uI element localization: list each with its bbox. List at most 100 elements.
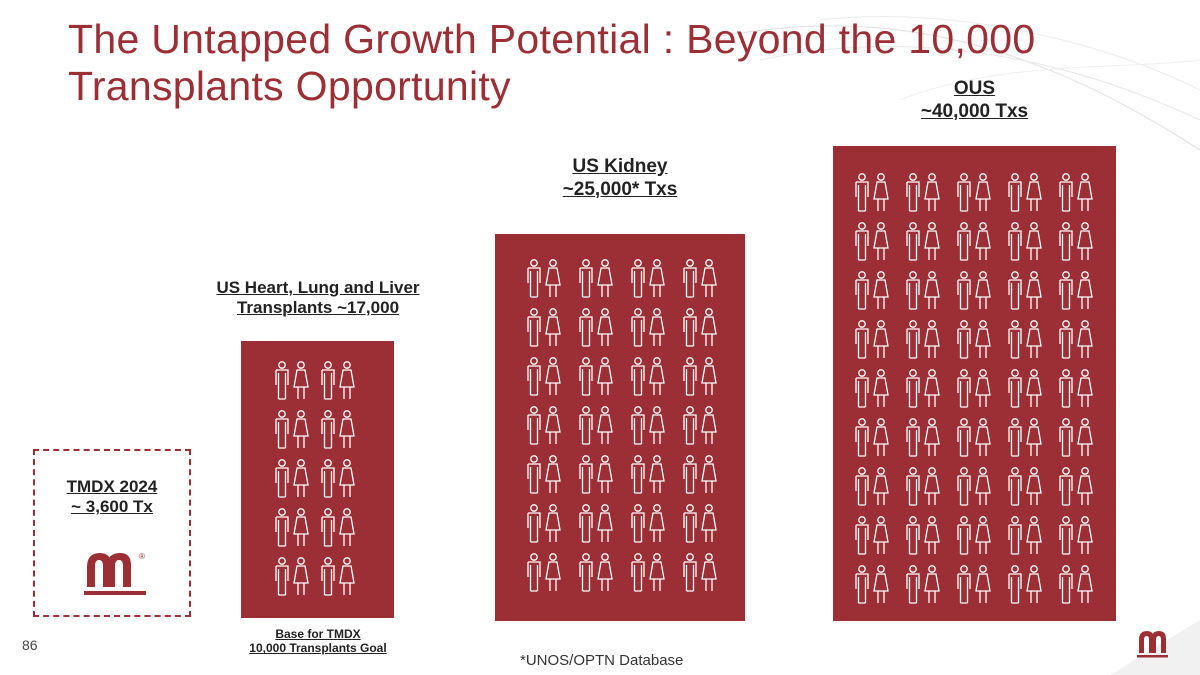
people-pair-icon [683, 455, 717, 494]
people-pair-icon [527, 357, 561, 396]
title-line-2: Transplants Opportunity [68, 63, 511, 109]
people-pair-icon [631, 308, 665, 347]
people-pair-icon [855, 418, 889, 457]
slide-title: The Untapped Growth Potential : Beyond t… [68, 16, 1168, 110]
kidney-people-grid [527, 259, 717, 592]
people-pair-icon [906, 173, 940, 212]
kidney-label-line-2: ~25,000* Txs [562, 178, 678, 200]
people-pair-icon [1008, 418, 1042, 457]
hll-caption-line-2: 10,000 Transplants Goal [249, 641, 387, 656]
people-pair-icon [957, 565, 991, 604]
people-pair-icon [1008, 369, 1042, 408]
page-number: 86 [22, 637, 38, 653]
people-pair-icon [957, 320, 991, 359]
kidney-label: US Kidney ~25,000* Txs [495, 156, 745, 202]
people-pair-icon [579, 553, 613, 592]
people-pair-icon [683, 553, 717, 592]
footnote: *UNOS/OPTN Database [520, 652, 684, 669]
background-swoosh [699, 16, 1200, 151]
tmdx-box: TMDX 2024 ~ 3,600 Tx ® [33, 449, 191, 617]
people-pair-icon [683, 308, 717, 347]
people-pair-icon [275, 557, 309, 596]
people-pair-icon [1008, 320, 1042, 359]
people-pair-icon [321, 459, 355, 498]
people-pair-icon [321, 508, 355, 547]
people-pair-icon [527, 455, 561, 494]
people-pair-icon [906, 565, 940, 604]
people-pair-icon [275, 361, 309, 400]
people-pair-icon [1059, 173, 1093, 212]
people-pair-icon [527, 259, 561, 298]
people-pair-icon [1008, 565, 1042, 604]
people-pair-icon [855, 173, 889, 212]
people-pair-icon [321, 410, 355, 449]
people-pair-icon [855, 516, 889, 555]
people-pair-icon [631, 259, 665, 298]
people-pair-icon [579, 357, 613, 396]
tmdx-label: TMDX 2024 ~ 3,600 Tx [35, 477, 189, 518]
people-pair-icon [683, 406, 717, 445]
registered-mark: ® [139, 552, 145, 561]
people-pair-icon [579, 406, 613, 445]
people-pair-icon [631, 553, 665, 592]
people-pair-icon [855, 467, 889, 506]
people-pair-icon [957, 369, 991, 408]
kidney-label-line-1: US Kidney [572, 156, 668, 177]
people-pair-icon [1059, 222, 1093, 261]
transmedics-logo-icon: ® [84, 552, 146, 595]
people-pair-icon [579, 259, 613, 298]
people-pair-icon [683, 357, 717, 396]
people-pair-icon [1059, 516, 1093, 555]
hll-caption-line-1: Base for TMDX [275, 627, 361, 641]
people-pair-icon [275, 459, 309, 498]
people-pair-icon [631, 455, 665, 494]
people-pair-icon [1008, 271, 1042, 310]
people-pair-icon [1059, 467, 1093, 506]
transmedics-small-logo-icon [1137, 631, 1168, 658]
hll-caption: Base for TMDX 10,000 Transplants Goal [200, 627, 436, 656]
tmdx-label-line-1: TMDX 2024 [66, 477, 158, 496]
people-pair-icon [321, 557, 355, 596]
people-pair-icon [527, 406, 561, 445]
people-pair-icon [631, 406, 665, 445]
people-pair-icon [957, 467, 991, 506]
people-pair-icon [906, 320, 940, 359]
tmdx-label-line-2: ~ 3,600 Tx [71, 497, 153, 517]
people-pair-icon [579, 455, 613, 494]
people-pair-icon [1008, 516, 1042, 555]
ous-label: OUS ~40,000 Txs [833, 78, 1116, 124]
hll-label: US Heart, Lung and Liver Transplants ~17… [180, 278, 456, 319]
kidney-block [495, 234, 745, 621]
people-pair-icon [321, 361, 355, 400]
people-pair-icon [855, 271, 889, 310]
ous-label-line-1: OUS [953, 78, 996, 99]
people-pair-icon [906, 516, 940, 555]
people-pair-icon [855, 222, 889, 261]
people-pair-icon [579, 308, 613, 347]
people-pair-icon [855, 320, 889, 359]
people-pair-icon [579, 504, 613, 543]
people-pair-icon [275, 410, 309, 449]
hll-label-line-1: US Heart, Lung and Liver [216, 278, 420, 297]
people-pair-icon [906, 222, 940, 261]
people-pair-icon [957, 271, 991, 310]
ous-label-line-2: ~40,000 Txs [920, 100, 1029, 122]
people-pair-icon [631, 504, 665, 543]
people-pair-icon [631, 357, 665, 396]
people-pair-icon [1008, 173, 1042, 212]
hll-label-line-2: Transplants ~17,000 [236, 298, 400, 318]
people-pair-icon [906, 418, 940, 457]
people-pair-icon [1059, 565, 1093, 604]
title-line-1: The Untapped Growth Potential : Beyond t… [68, 16, 1036, 62]
people-pair-icon [906, 271, 940, 310]
people-pair-icon [683, 504, 717, 543]
people-pair-icon [1059, 369, 1093, 408]
people-pair-icon [855, 565, 889, 604]
people-pair-icon [906, 369, 940, 408]
corner-logo-area [1110, 620, 1200, 675]
people-pair-icon [957, 173, 991, 212]
people-pair-icon [1059, 271, 1093, 310]
ous-people-grid [855, 173, 1093, 604]
ous-block [833, 146, 1116, 621]
people-pair-icon [1008, 222, 1042, 261]
